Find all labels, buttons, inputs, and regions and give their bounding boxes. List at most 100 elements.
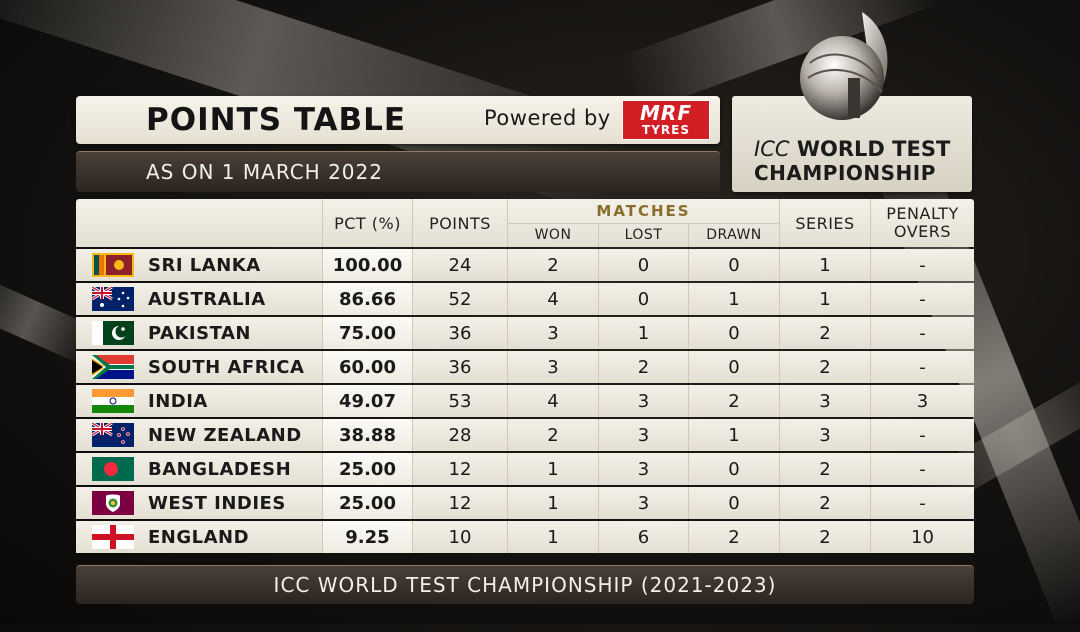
india-flag-icon: [92, 389, 134, 413]
won-cell: 2: [507, 249, 598, 281]
table-row: SRI LANKA 100.00 24 2 0 0 1-: [76, 249, 974, 281]
points-cell: 36: [412, 351, 507, 383]
new-zealand-flag-icon: [92, 423, 134, 447]
title-bar: POINTS TABLE Powered by MRF TYRES: [76, 96, 720, 144]
england-flag-icon: [92, 525, 134, 549]
south-africa-flag-icon: [92, 355, 134, 379]
points-table: PCT (%) POINTS MATCHES WON LOST DRAWN SE…: [76, 199, 974, 553]
points-cell: 53: [412, 385, 507, 417]
team-name: WEST INDIES: [148, 492, 286, 514]
table-row: SOUTH AFRICA 60.00 36 3 2 0 2-: [76, 351, 974, 383]
footer-bar: ICC WORLD TEST CHAMPIONSHIP (2021-2023): [76, 565, 974, 604]
table-row: AUSTRALIA 86.66 52 4 0 1 1-: [76, 283, 974, 315]
mrf-logo-text: MRF: [640, 101, 692, 125]
won-cell: 2: [507, 419, 598, 451]
penalty-overs-cell: -: [870, 419, 974, 451]
table-row: NEW ZEALAND 38.88 28 2 3 1 3-: [76, 419, 974, 451]
series-cell: 2: [779, 351, 870, 383]
brand-icc: ICC: [754, 137, 790, 161]
team-name: PAKISTAN: [148, 322, 251, 344]
tyres-logo-text: TYRES: [642, 123, 690, 137]
col-header-drawn: DRAWN: [688, 223, 779, 247]
drawn-cell: 2: [688, 385, 779, 417]
col-header-penalty-overs: PENALTY OVERS: [870, 199, 974, 247]
series-cell: 3: [779, 419, 870, 451]
team-name: NEW ZEALAND: [148, 424, 302, 446]
penalty-overs-cell: -: [870, 487, 974, 519]
pct-cell: 25.00: [322, 453, 412, 485]
col-header-pct: PCT (%): [322, 199, 412, 247]
points-cell: 12: [412, 453, 507, 485]
west-indies-flag-icon: [92, 491, 134, 515]
pct-cell: 86.66: [322, 283, 412, 315]
brand-line-2: CHAMPIONSHIP: [754, 161, 936, 185]
pct-cell: 100.00: [322, 249, 412, 281]
series-cell: 2: [779, 521, 870, 553]
pct-cell: 49.07: [322, 385, 412, 417]
table-header: PCT (%) POINTS MATCHES WON LOST DRAWN SE…: [76, 199, 974, 247]
table-row: INDIA 49.07 53 4 3 2 3 3: [76, 385, 974, 417]
series-cell: 1: [779, 249, 870, 281]
drawn-cell: 0: [688, 487, 779, 519]
lost-cell: 3: [598, 385, 688, 417]
series-cell: 1: [779, 283, 870, 315]
pakistan-flag-icon: [92, 321, 134, 345]
won-cell: 4: [507, 385, 598, 417]
team-name: AUSTRALIA: [148, 288, 266, 310]
team-name: ENGLAND: [148, 526, 250, 548]
lost-cell: 6: [598, 521, 688, 553]
lost-cell: 0: [598, 283, 688, 315]
penalty-overs-cell: 10: [870, 521, 974, 553]
wtc-mace-trophy-icon: [800, 12, 888, 120]
team-name: INDIA: [148, 390, 208, 412]
penalty-overs-cell: -: [870, 317, 974, 349]
pct-cell: 38.88: [322, 419, 412, 451]
table-row: BANGLADESH 25.00 12 1 3 0 2-: [76, 453, 974, 485]
won-cell: 1: [507, 453, 598, 485]
pct-cell: 60.00: [322, 351, 412, 383]
pct-cell: 9.25: [322, 521, 412, 553]
team-name: SOUTH AFRICA: [148, 356, 305, 378]
points-cell: 12: [412, 487, 507, 519]
won-cell: 1: [507, 521, 598, 553]
mrf-tyres-logo: MRF TYRES: [622, 100, 710, 140]
lost-cell: 3: [598, 453, 688, 485]
lost-cell: 0: [598, 249, 688, 281]
won-cell: 4: [507, 283, 598, 315]
penalty-overs-cell: -: [870, 283, 974, 315]
col-header-lost: LOST: [598, 223, 688, 247]
as-on-date: AS ON 1 MARCH 2022: [146, 160, 383, 184]
penalty-overs-cell: -: [870, 453, 974, 485]
table-row: ENGLAND 9.25 10 1 6 2 2 10: [76, 521, 974, 553]
drawn-cell: 1: [688, 419, 779, 451]
col-header-points: POINTS: [412, 199, 507, 247]
won-cell: 1: [507, 487, 598, 519]
points-cell: 36: [412, 317, 507, 349]
pct-cell: 25.00: [322, 487, 412, 519]
points-cell: 24: [412, 249, 507, 281]
penalty-line-2: OVERS: [893, 222, 952, 241]
won-cell: 3: [507, 351, 598, 383]
drawn-cell: 0: [688, 249, 779, 281]
points-cell: 52: [412, 283, 507, 315]
lost-cell: 3: [598, 487, 688, 519]
team-name: BANGLADESH: [148, 458, 292, 480]
col-header-series: SERIES: [779, 199, 870, 247]
penalty-line-1: PENALTY: [886, 204, 959, 223]
table-row: WEST INDIES 25.00 12 1 3 0 2-: [76, 487, 974, 519]
col-header-won: WON: [507, 223, 598, 247]
page-title: POINTS TABLE: [146, 102, 407, 138]
as-on-date-bar: AS ON 1 MARCH 2022: [76, 151, 720, 192]
pct-cell: 75.00: [322, 317, 412, 349]
drawn-cell: 2: [688, 521, 779, 553]
lost-cell: 1: [598, 317, 688, 349]
series-cell: 3: [779, 385, 870, 417]
footer-title: ICC WORLD TEST CHAMPIONSHIP (2021-2023): [273, 573, 777, 597]
drawn-cell: 1: [688, 283, 779, 315]
col-header-matches: MATCHES: [507, 199, 779, 223]
drawn-cell: 0: [688, 453, 779, 485]
brand-world-test: WORLD TEST: [796, 137, 951, 161]
australia-flag-icon: [92, 287, 134, 311]
series-cell: 2: [779, 487, 870, 519]
team-name: SRI LANKA: [148, 254, 261, 276]
